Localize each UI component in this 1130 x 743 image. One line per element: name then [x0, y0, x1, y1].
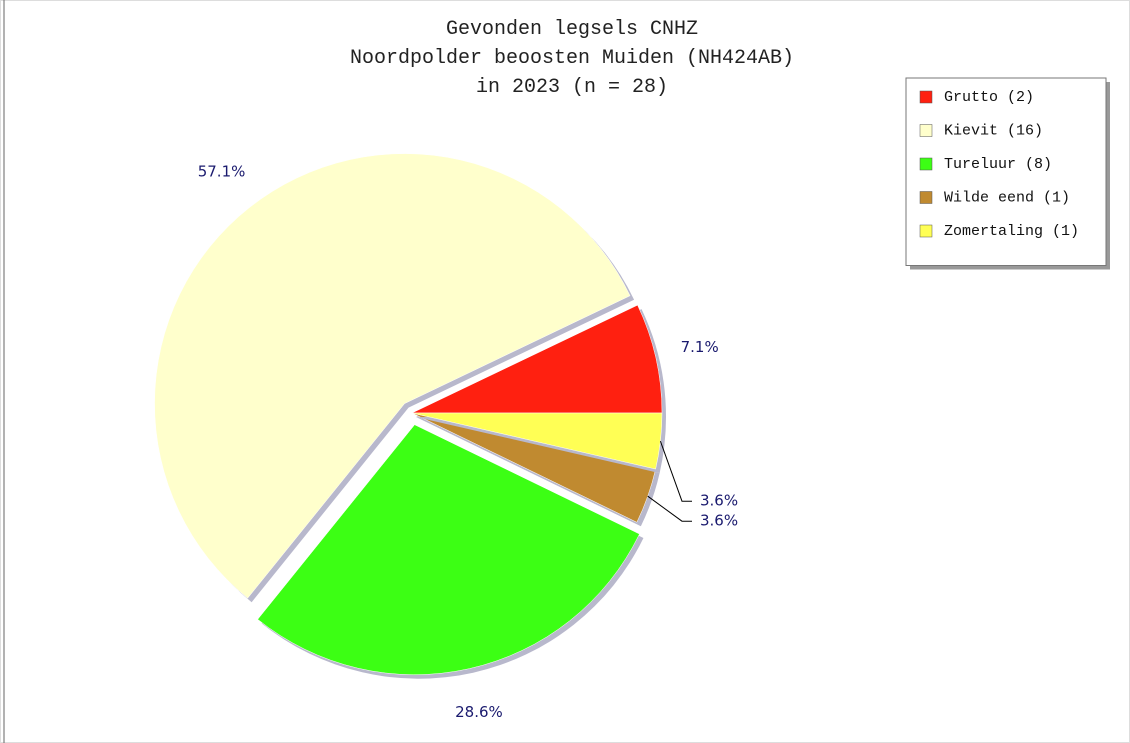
data-label: 3.6% [700, 512, 738, 530]
legend-swatch [919, 157, 933, 171]
legend [905, 77, 1107, 266]
slice [411, 304, 663, 414]
data-label: 3.6% [700, 492, 738, 510]
legend-label: Kievit (16) [944, 122, 1043, 139]
data-label: 7.1% [681, 338, 719, 356]
legend-label: Grutto (2) [944, 89, 1034, 106]
leader-line [647, 495, 692, 522]
data-label: 28.6% [455, 703, 503, 721]
legend-swatch [919, 191, 933, 204]
legend-label: Wilde eend (1) [944, 189, 1070, 206]
slice [411, 412, 663, 470]
legend-swatch [919, 124, 933, 137]
leader-line [659, 441, 692, 502]
chart-title: in 2023 (n = 28) [476, 76, 668, 99]
legend-swatch [919, 224, 933, 238]
legend-swatch [919, 90, 933, 104]
data-label: 57.1% [198, 163, 246, 181]
legend-label: Tureluur (8) [944, 156, 1052, 173]
legend-label: Zomertaling (1) [944, 223, 1079, 240]
slice [257, 424, 640, 675]
slice [154, 153, 631, 599]
chart-title: Noordpolder beoosten Muiden (NH424AB) [350, 47, 794, 70]
chart-title: Gevonden legsels CNHZ [446, 18, 698, 41]
